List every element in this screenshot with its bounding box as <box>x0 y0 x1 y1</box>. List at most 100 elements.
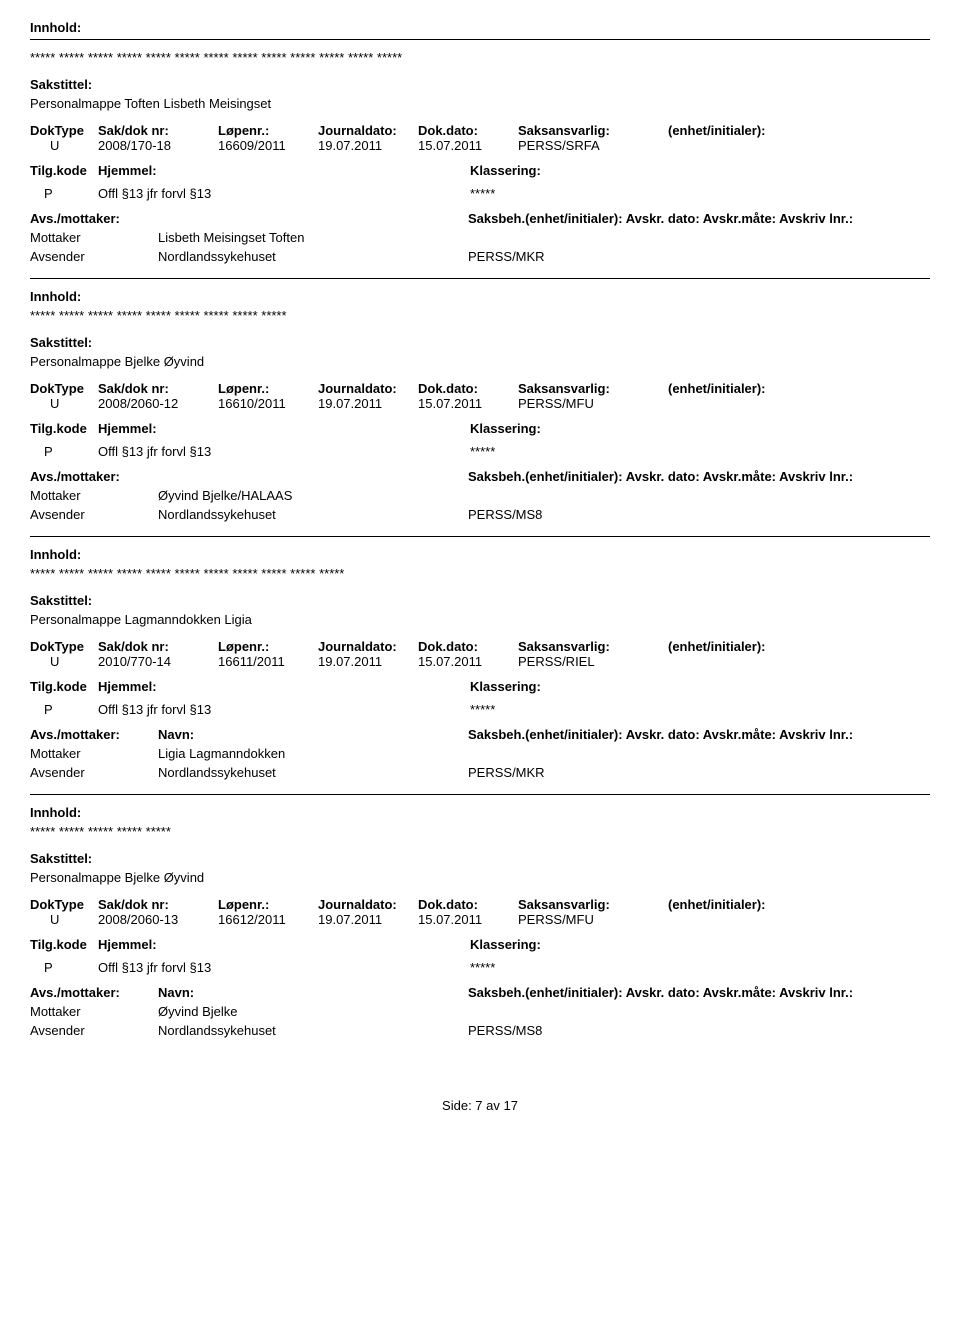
col-dokdato-hdr: Dok.dato: <box>418 639 518 654</box>
avsender-name: Nordlandssykehuset <box>158 765 468 780</box>
sakdok-value: 2008/2060-12 <box>98 396 218 411</box>
mottaker-name: Øyvind Bjelke/HALAAS <box>158 488 468 503</box>
journal-record: Innhold: ***** ***** ***** ***** ***** Sak… <box>30 794 930 1038</box>
divider <box>30 794 930 795</box>
navn-label <box>158 469 468 484</box>
doktype-value: U <box>30 912 98 927</box>
innhold-stars: ***** ***** ***** ***** ***** ***** ****… <box>30 308 930 323</box>
journaldato-value: 19.07.2011 <box>318 912 418 927</box>
hjemmel-value: Offl §13 jfr forvl §13 <box>98 444 470 459</box>
avsmottaker-label: Avs./mottaker: <box>30 211 158 226</box>
enhet-value <box>668 138 808 153</box>
col-saksansvarlig-hdr: Saksansvarlig: <box>518 897 668 912</box>
avsender-name: Nordlandssykehuset <box>158 1023 468 1038</box>
lopenr-value: 16609/2011 <box>218 138 318 153</box>
col-enhet-hdr: (enhet/initialer): <box>668 639 808 654</box>
klassering-value: ***** <box>470 960 495 975</box>
avsender-row: Avsender Nordlandssykehuset PERSS/MKR <box>30 765 930 780</box>
hjemmel-label: Hjemmel: <box>98 421 470 436</box>
navn-label <box>158 211 468 226</box>
journaldato-value: 19.07.2011 <box>318 396 418 411</box>
col-doktype-hdr: DokType <box>30 381 98 396</box>
avsender-role: Avsender <box>30 765 158 780</box>
tilgkode-label: Tilg.kode <box>30 679 98 698</box>
avsender-row: Avsender Nordlandssykehuset PERSS/MS8 <box>30 507 930 522</box>
avs-header: Avs./mottaker: Navn: Saksbeh.(enhet/init… <box>30 985 930 1000</box>
mottaker-row: Mottaker Øyvind Bjelke/HALAAS <box>30 488 930 503</box>
col-doktype-hdr: DokType <box>30 897 98 912</box>
avsmottaker-label: Avs./mottaker: <box>30 727 158 742</box>
klassering-label: Klassering: <box>470 163 541 178</box>
col-sakdok-hdr: Sak/dok nr: <box>98 381 218 396</box>
innhold-stars: ***** ***** ***** ***** ***** ***** ****… <box>30 566 930 581</box>
lopenr-value: 16611/2011 <box>218 654 318 669</box>
hjemmel-value: Offl §13 jfr forvl §13 <box>98 960 470 975</box>
columns-data: U 2008/170-18 16609/2011 19.07.2011 15.0… <box>30 138 930 153</box>
columns-data: U 2008/2060-13 16612/2011 19.07.2011 15.… <box>30 912 930 927</box>
avsmottaker-label: Avs./mottaker: <box>30 985 158 1000</box>
innhold-stars: ***** ***** ***** ***** ***** <box>30 824 930 839</box>
hjemmel-label: Hjemmel: <box>98 937 470 952</box>
sakstittel-label: Sakstittel: <box>30 851 930 866</box>
mottaker-row: Mottaker Lisbeth Meisingset Toften <box>30 230 930 245</box>
sakstittel-value: Personalmappe Bjelke Øyvind <box>30 870 930 885</box>
mottaker-name: Lisbeth Meisingset Toften <box>158 230 468 245</box>
tilg-data: P Offl §13 jfr forvl §13 ***** <box>30 702 930 717</box>
mottaker-role: Mottaker <box>30 1004 158 1019</box>
avs-header: Avs./mottaker: Saksbeh.(enhet/initialer)… <box>30 469 930 484</box>
sakdok-value: 2010/770-14 <box>98 654 218 669</box>
enhet-value <box>668 396 808 411</box>
sakstittel-label: Sakstittel: <box>30 77 930 92</box>
tilg-header: Tilg.kode Hjemmel: Klassering: <box>30 163 930 182</box>
mottaker-role: Mottaker <box>30 230 158 245</box>
avsender-unit: PERSS/MKR <box>468 765 930 780</box>
enhet-value <box>668 654 808 669</box>
tilg-header: Tilg.kode Hjemmel: Klassering: <box>30 679 930 698</box>
journaldato-value: 19.07.2011 <box>318 654 418 669</box>
page-footer: Side: 7 av 17 <box>30 1098 930 1113</box>
col-enhet-hdr: (enhet/initialer): <box>668 123 808 138</box>
dokdato-value: 15.07.2011 <box>418 396 518 411</box>
sakdok-value: 2008/170-18 <box>98 138 218 153</box>
klassering-label: Klassering: <box>470 421 541 436</box>
col-journaldato-hdr: Journaldato: <box>318 897 418 912</box>
saksansvarlig-value: PERSS/SRFA <box>518 138 668 153</box>
saksansvarlig-value: PERSS/MFU <box>518 912 668 927</box>
col-doktype-hdr: DokType <box>30 123 98 138</box>
tilgkode-value: P <box>30 186 98 201</box>
tilg-header: Tilg.kode Hjemmel: Klassering: <box>30 421 930 440</box>
columns-header: DokType Sak/dok nr: Løpenr.: Journaldato… <box>30 123 930 138</box>
innhold-label: Innhold: <box>30 20 930 35</box>
avs-header: Avs./mottaker: Saksbeh.(enhet/initialer)… <box>30 211 930 226</box>
mottaker-unit <box>468 746 930 761</box>
klassering-value: ***** <box>470 702 495 717</box>
col-lopenr-hdr: Løpenr.: <box>218 381 318 396</box>
col-dokdato-hdr: Dok.dato: <box>418 381 518 396</box>
avsender-unit: PERSS/MS8 <box>468 507 930 522</box>
mottaker-unit <box>468 1004 930 1019</box>
tilgkode-label: Tilg.kode <box>30 937 98 956</box>
avsender-role: Avsender <box>30 1023 158 1038</box>
navn-label: Navn: <box>158 985 468 1000</box>
tilgkode-label: Tilg.kode <box>30 163 98 182</box>
columns-data: U 2008/2060-12 16610/2011 19.07.2011 15.… <box>30 396 930 411</box>
avsender-role: Avsender <box>30 507 158 522</box>
col-lopenr-hdr: Løpenr.: <box>218 639 318 654</box>
innhold-label: Innhold: <box>30 547 930 562</box>
lopenr-value: 16610/2011 <box>218 396 318 411</box>
divider <box>30 536 930 537</box>
avsmottaker-label: Avs./mottaker: <box>30 469 158 484</box>
col-journaldato-hdr: Journaldato: <box>318 639 418 654</box>
col-saksansvarlig-hdr: Saksansvarlig: <box>518 639 668 654</box>
mottaker-unit <box>468 488 930 503</box>
columns-data: U 2010/770-14 16611/2011 19.07.2011 15.0… <box>30 654 930 669</box>
klassering-label: Klassering: <box>470 679 541 694</box>
innhold-label: Innhold: <box>30 805 930 820</box>
saksbeh-label: Saksbeh.(enhet/initialer): Avskr. dato: … <box>468 469 930 484</box>
saksbeh-label: Saksbeh.(enhet/initialer): Avskr. dato: … <box>468 211 930 226</box>
col-enhet-hdr: (enhet/initialer): <box>668 897 808 912</box>
mottaker-row: Mottaker Øyvind Bjelke <box>30 1004 930 1019</box>
doktype-value: U <box>30 396 98 411</box>
col-sakdok-hdr: Sak/dok nr: <box>98 639 218 654</box>
col-dokdato-hdr: Dok.dato: <box>418 123 518 138</box>
